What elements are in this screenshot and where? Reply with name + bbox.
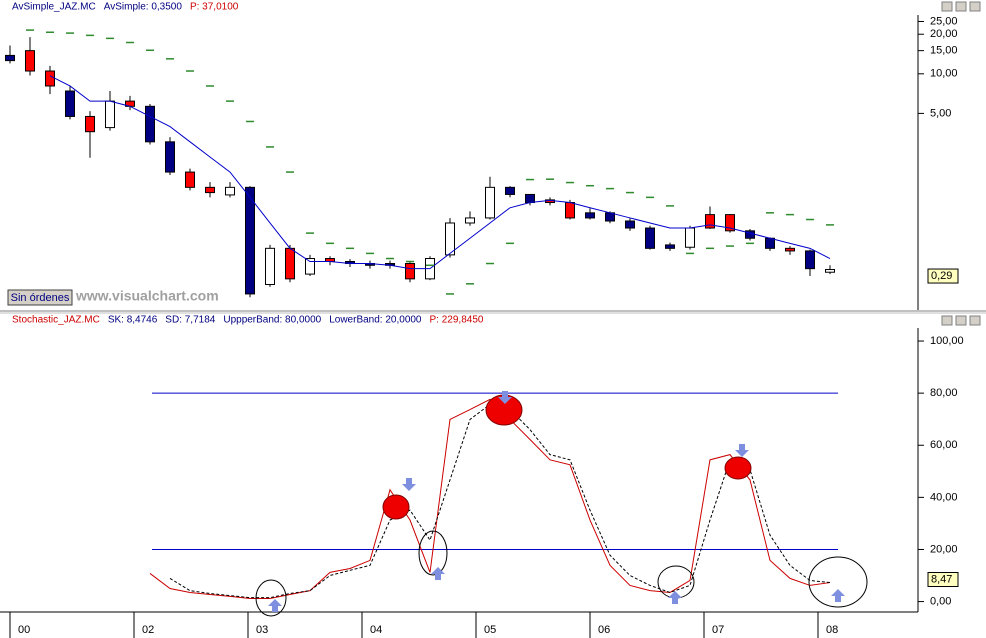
- candle-body: [805, 250, 815, 270]
- button-close[interactable]: [969, 1, 981, 12]
- candle-body: [765, 237, 775, 249]
- button-close[interactable]: [969, 315, 981, 326]
- annotation: [418, 530, 448, 576]
- annotation: [724, 456, 752, 480]
- x-tick-label: 00: [18, 624, 30, 636]
- y-tick-label: 20,00: [930, 543, 958, 555]
- y-tick-label: 60,00: [930, 439, 958, 451]
- annotations: [255, 391, 868, 617]
- x-tick-label: 02: [142, 624, 154, 636]
- candle-body: [645, 227, 655, 249]
- candle-body: [85, 115, 95, 133]
- candle-body: [105, 100, 115, 129]
- x-tick-label: 04: [370, 624, 382, 636]
- candle-body: [25, 50, 35, 72]
- window-buttons[interactable]: [941, 1, 981, 326]
- last-value-box: [927, 268, 959, 284]
- y-tick-label: 5,00: [930, 107, 951, 119]
- y-tick-label: 20,00: [930, 28, 958, 40]
- annotation: [668, 591, 682, 604]
- candle-body: [825, 269, 835, 273]
- candle-body: [225, 186, 235, 196]
- candle-body: [165, 141, 175, 173]
- panel-header: SD: 7,7184: [165, 315, 215, 326]
- candle-body: [685, 227, 695, 248]
- candle-body: [525, 193, 535, 204]
- annotation: [255, 579, 287, 617]
- candle-body: [585, 212, 595, 219]
- stochastic-line: [149, 398, 831, 599]
- candle-body: [265, 247, 275, 286]
- x-tick-label: 06: [598, 624, 610, 636]
- annotation: [498, 391, 512, 404]
- button-menu[interactable]: [941, 315, 953, 326]
- x-tick-label: 07: [712, 624, 724, 636]
- x-tick-label: 03: [256, 624, 268, 636]
- button-maximize[interactable]: [955, 315, 967, 326]
- candle-body: [205, 186, 215, 194]
- moving-average-line: [49, 75, 831, 270]
- annotation: [431, 567, 445, 580]
- button-menu[interactable]: [941, 1, 953, 12]
- candle-body: [145, 105, 155, 143]
- candle-body: [5, 54, 15, 62]
- y-tick-label: 25,00: [930, 15, 958, 27]
- x-tick-label: 08: [826, 624, 838, 636]
- annotation: [735, 444, 749, 457]
- y-tick-label: 80,00: [930, 387, 958, 399]
- panel-header: AvSimple: 0,3500: [104, 2, 183, 13]
- last-value-box: [927, 572, 959, 588]
- panel-header: P: 37,0100: [190, 2, 239, 13]
- x-tick-label: 05: [484, 624, 496, 636]
- panel-header: Stochastic_JAZ.MC: [12, 315, 100, 326]
- watermark: www.visualchart.com: [75, 288, 219, 304]
- candle-body: [405, 263, 415, 280]
- candle-body: [665, 244, 675, 249]
- candle-body: [65, 90, 75, 117]
- annotation: [268, 599, 282, 612]
- candle-body: [45, 70, 55, 87]
- orders-button-label[interactable]: Sin órdenes: [11, 292, 70, 304]
- candle-body: [185, 171, 195, 188]
- candle-body: [705, 214, 715, 229]
- annotation: [382, 494, 410, 520]
- candle-body: [465, 217, 475, 224]
- candle-body: [445, 222, 455, 256]
- candle-body: [485, 186, 495, 219]
- y-tick-label: 0,00: [930, 595, 951, 607]
- candle-body: [625, 220, 635, 229]
- y-tick-label: 15,00: [930, 45, 958, 57]
- y-tick-label: 40,00: [930, 491, 958, 503]
- y-tick-label: 100,00: [930, 335, 964, 347]
- candle-body: [785, 247, 795, 252]
- panel-header: P: 229,8450: [430, 315, 484, 326]
- candle-body: [305, 258, 315, 275]
- candle-body: [285, 247, 295, 280]
- annotation: [402, 478, 416, 491]
- annotation: [808, 556, 868, 608]
- panel-header: UppperBand: 80,0000: [223, 315, 321, 326]
- panel-header: SK: 8,4746: [108, 315, 158, 326]
- panel-header: AvSimple_JAZ.MC: [12, 2, 96, 13]
- last-value-label: 8,47: [931, 573, 952, 585]
- orders-button[interactable]: [7, 289, 73, 306]
- candle-body: [565, 202, 575, 219]
- candle-body: [245, 186, 255, 295]
- panel-header: LowerBand: 20,0000: [329, 315, 422, 326]
- candle-body: [505, 186, 515, 195]
- annotation: [831, 589, 845, 602]
- y-tick-label: 10,00: [930, 68, 958, 80]
- button-maximize[interactable]: [955, 1, 967, 12]
- candle-body: [725, 214, 735, 232]
- last-value-label: 0,29: [931, 270, 952, 282]
